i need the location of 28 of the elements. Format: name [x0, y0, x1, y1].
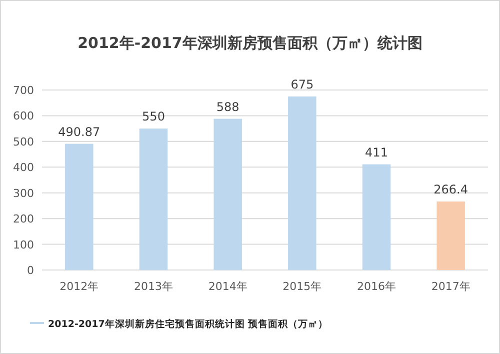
bar: [362, 164, 391, 270]
bar: [65, 144, 94, 270]
x-tick-label: 2014年: [208, 280, 248, 293]
data-label: 588: [216, 100, 240, 114]
y-tick-label: 0: [27, 264, 34, 277]
data-label: 675: [290, 77, 314, 92]
x-tick-label: 2015年: [282, 280, 322, 293]
x-tick-label: 2017年: [431, 280, 470, 293]
y-tick-label: 200: [13, 212, 34, 226]
y-tick-label: 300: [13, 186, 34, 200]
bar: [214, 118, 242, 270]
data-label: 550: [142, 110, 165, 124]
y-tick-label: 100: [13, 238, 34, 252]
y-tick-label: 500: [13, 135, 34, 148]
bar: [288, 96, 316, 270]
bar: [139, 128, 168, 270]
x-tick-label: 2016年: [357, 280, 396, 293]
data-label: 490.87: [58, 124, 100, 139]
chart-title: 2012年-2017年深圳新房预售面积（万㎡）统计图: [78, 34, 422, 52]
y-tick-label: 700: [13, 84, 34, 97]
legend-label: 2012-2017年深圳新房住宅预售面积统计图 预售面积（万㎡）: [48, 318, 328, 330]
data-label: 411: [365, 145, 388, 160]
bar: [436, 201, 465, 270]
y-tick-label: 400: [13, 161, 34, 174]
x-tick-label: 2012年: [60, 280, 99, 293]
y-tick-label: 600: [13, 110, 34, 123]
x-tick-label: 2013年: [134, 280, 173, 293]
data-label: 266.4: [434, 182, 468, 196]
